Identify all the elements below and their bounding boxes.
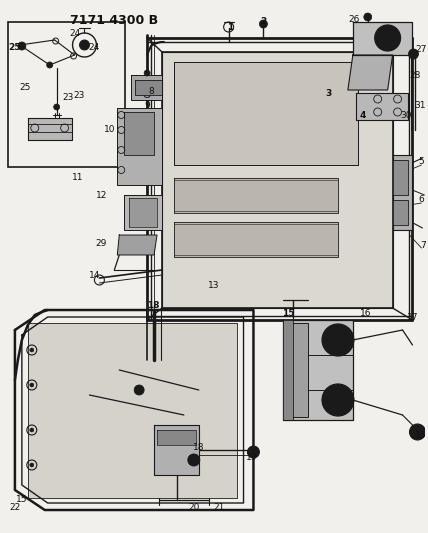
Text: 8: 8: [148, 87, 154, 96]
Text: 6: 6: [419, 196, 424, 205]
Text: 19: 19: [246, 453, 257, 462]
Text: 5: 5: [419, 157, 424, 166]
Text: 16: 16: [360, 310, 372, 319]
Circle shape: [134, 385, 144, 395]
Text: 2: 2: [260, 18, 267, 27]
Text: 26: 26: [348, 15, 360, 25]
Text: 28: 28: [410, 70, 421, 79]
Polygon shape: [177, 65, 353, 160]
Polygon shape: [174, 62, 358, 165]
Text: 25: 25: [19, 83, 30, 92]
Text: 22: 22: [9, 504, 21, 513]
Text: 7171 4300 B: 7171 4300 B: [70, 14, 158, 27]
Text: 24: 24: [89, 43, 100, 52]
Polygon shape: [157, 430, 196, 445]
Circle shape: [30, 383, 34, 387]
Text: 30: 30: [400, 110, 411, 119]
Circle shape: [188, 454, 200, 466]
Text: 27: 27: [416, 44, 427, 53]
Text: 25: 25: [9, 43, 21, 52]
Polygon shape: [392, 160, 407, 195]
Polygon shape: [131, 75, 162, 100]
Circle shape: [47, 62, 53, 68]
Text: 13: 13: [208, 281, 220, 290]
Circle shape: [259, 20, 268, 28]
Polygon shape: [124, 112, 154, 155]
Polygon shape: [124, 195, 162, 230]
Polygon shape: [353, 22, 413, 55]
Polygon shape: [154, 425, 199, 475]
Text: 9: 9: [144, 101, 150, 109]
Polygon shape: [283, 323, 308, 417]
Polygon shape: [348, 55, 392, 90]
Text: 23: 23: [74, 91, 85, 100]
Text: 7: 7: [421, 240, 426, 249]
Circle shape: [80, 40, 89, 50]
Polygon shape: [174, 178, 338, 213]
Text: 12: 12: [96, 190, 107, 199]
Circle shape: [30, 463, 34, 467]
Text: 24: 24: [69, 28, 80, 37]
Text: 20: 20: [188, 504, 199, 513]
Polygon shape: [356, 93, 407, 120]
Circle shape: [54, 104, 59, 110]
Polygon shape: [162, 52, 392, 308]
Circle shape: [331, 333, 345, 347]
Circle shape: [322, 324, 354, 356]
Text: 18: 18: [147, 301, 159, 310]
Text: 15: 15: [282, 310, 294, 319]
Circle shape: [375, 25, 401, 51]
Text: 29: 29: [96, 238, 107, 247]
Circle shape: [331, 393, 345, 407]
Text: 1: 1: [227, 22, 234, 31]
Text: 17: 17: [407, 313, 418, 322]
Circle shape: [322, 384, 354, 416]
Polygon shape: [28, 118, 71, 140]
Circle shape: [247, 446, 259, 458]
Circle shape: [30, 348, 34, 352]
Text: 3: 3: [325, 88, 331, 98]
Circle shape: [364, 13, 372, 21]
Polygon shape: [283, 320, 293, 420]
Text: 11: 11: [72, 174, 83, 182]
Circle shape: [408, 49, 419, 59]
Text: 15: 15: [415, 431, 426, 440]
Circle shape: [144, 70, 150, 76]
Polygon shape: [392, 155, 413, 230]
Circle shape: [30, 428, 34, 432]
Text: 21: 21: [213, 504, 224, 513]
Text: 4: 4: [360, 110, 366, 119]
Polygon shape: [392, 200, 407, 225]
Polygon shape: [117, 108, 162, 185]
Text: 10: 10: [104, 125, 115, 134]
Bar: [8, 22, 125, 167]
Circle shape: [410, 424, 425, 440]
Polygon shape: [117, 235, 157, 255]
Polygon shape: [28, 323, 237, 498]
Polygon shape: [174, 222, 338, 257]
Polygon shape: [129, 198, 157, 227]
Polygon shape: [135, 80, 162, 95]
Text: 23: 23: [62, 93, 73, 102]
Text: 15: 15: [16, 496, 28, 505]
Circle shape: [18, 42, 26, 50]
Circle shape: [382, 32, 394, 44]
Text: 14: 14: [89, 271, 100, 279]
Text: 18: 18: [193, 443, 205, 453]
Polygon shape: [283, 320, 353, 420]
Text: 31: 31: [415, 101, 426, 109]
